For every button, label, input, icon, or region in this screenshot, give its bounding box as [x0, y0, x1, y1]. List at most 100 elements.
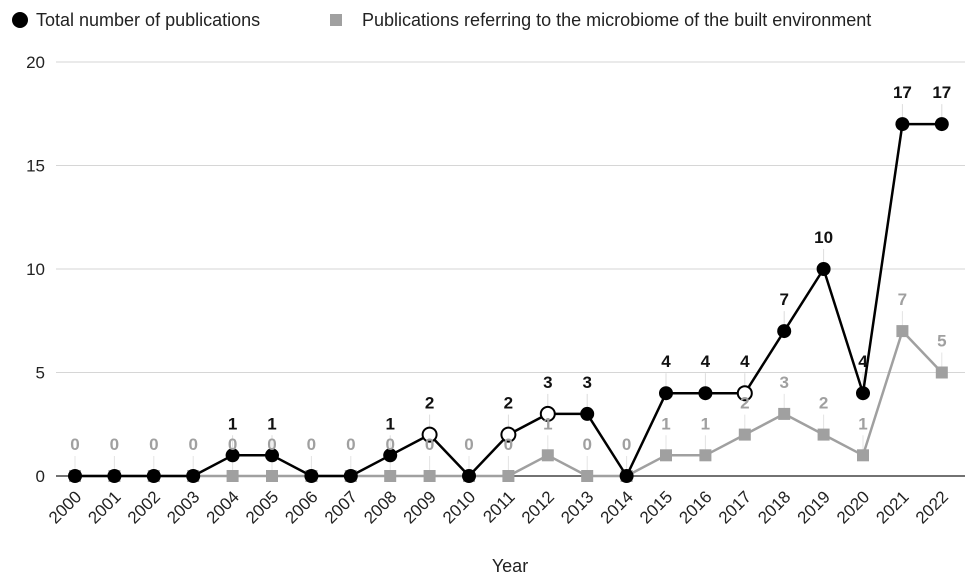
data-label-total: 1: [385, 414, 394, 433]
data-label-total: 17: [932, 83, 951, 102]
data-label-built-environment: 0: [425, 435, 434, 454]
data-point-built-environment: [935, 366, 948, 379]
data-label-built-environment: 0: [504, 435, 513, 454]
data-label-built-environment: 7: [898, 290, 907, 309]
data-label-total: 3: [582, 373, 591, 392]
x-tick-label: 2006: [281, 487, 321, 527]
x-tick-label: 2000: [45, 487, 85, 527]
y-tick-label: 20: [26, 53, 45, 72]
data-label-total: 17: [893, 83, 912, 102]
data-point-total: [659, 386, 673, 401]
data-point-total: [265, 448, 279, 463]
x-tick-label: 2018: [754, 487, 794, 527]
x-tick-label: 2013: [557, 487, 597, 527]
data-point-built-environment: [738, 428, 751, 441]
data-label-built-environment: 0: [582, 435, 591, 454]
data-label-built-environment: 0: [70, 435, 79, 454]
data-point-built-environment: [660, 449, 672, 462]
data-label-built-environment: 1: [661, 414, 670, 433]
data-point-total: [225, 448, 240, 463]
label-guides: [74, 104, 943, 476]
data-point-built-environment: [699, 449, 712, 462]
data-point-built-environment: [817, 428, 830, 441]
data-point-total: [895, 117, 910, 132]
data-point-total: [146, 469, 161, 483]
data-point-total: [186, 469, 201, 483]
data-label-built-environment: 0: [110, 435, 119, 454]
x-tick-label: 2008: [360, 487, 400, 527]
data-label-total: 2: [425, 394, 434, 413]
data-label-total: 4: [858, 352, 868, 371]
data-label-built-environment: 5: [937, 332, 946, 351]
x-axis-title: Year: [492, 556, 528, 576]
legend: Total number of publications Publication…: [12, 10, 871, 30]
data-point-built-environment: [857, 449, 869, 462]
data-point-built-environment: [896, 325, 909, 338]
data-label-built-environment: 0: [385, 435, 394, 454]
data-point-built-environment: [581, 470, 594, 482]
x-tick-label: 2019: [794, 487, 834, 527]
data-point-built-environment: [541, 449, 554, 462]
data-label-total: 1: [267, 414, 276, 433]
x-tick-label: 2015: [636, 487, 676, 527]
x-tick-label: 2007: [321, 487, 361, 527]
data-label-built-environment: 0: [149, 435, 158, 454]
data-label-built-environment: 0: [307, 435, 316, 454]
data-point-total: [698, 386, 713, 401]
x-axis-ticks: 2000 2001 2002 2003 2004 2005 2006 2007 2008 2009…: [45, 487, 952, 527]
legend-marker-total: [12, 12, 28, 28]
data-point-built-environment: [778, 407, 791, 420]
data-point-total: [777, 324, 792, 339]
x-tick-label: 2016: [675, 487, 715, 527]
data-point-total: [580, 406, 595, 421]
data-label-total: 4: [701, 352, 711, 371]
data-label-built-environment: 3: [779, 373, 788, 392]
data-label-total: 2: [504, 394, 513, 413]
data-point-total: [421, 426, 438, 443]
x-tick-label: 2005: [242, 487, 282, 527]
x-tick-label: 2012: [518, 487, 558, 527]
x-tick-label: 2011: [479, 487, 518, 526]
data-label-built-environment: 0: [188, 435, 197, 454]
data-point-built-environment: [502, 470, 515, 482]
x-tick-label: 2002: [124, 487, 164, 527]
data-label-built-environment: 1: [858, 414, 867, 433]
y-tick-label: 10: [26, 260, 45, 279]
y-tick-label: 0: [36, 467, 45, 486]
data-point-total: [816, 262, 831, 276]
data-label-built-environment: 2: [819, 394, 828, 413]
data-point-total: [856, 386, 870, 401]
x-tick-label: 2001: [84, 487, 124, 527]
data-label-total: 4: [661, 352, 671, 371]
x-tick-label: 2020: [833, 487, 873, 527]
data-label-total: 4: [740, 352, 750, 371]
x-tick-label: 2004: [203, 487, 243, 527]
data-point-built-environment: [266, 470, 278, 482]
data-point-total: [343, 469, 358, 483]
legend-label-built-environment: Publications referring to the microbiome…: [362, 10, 871, 30]
data-label-built-environment: 0: [464, 435, 473, 454]
data-point-built-environment: [384, 470, 397, 482]
data-point-total: [383, 448, 398, 463]
legend-label-total: Total number of publications: [36, 10, 260, 30]
data-label-built-environment: 0: [622, 435, 631, 454]
data-point-built-environment: [423, 470, 436, 482]
y-tick-label: 15: [26, 157, 45, 176]
y-axis-ticks: 0 5 10 15 20: [26, 53, 45, 486]
x-tick-label: 2010: [439, 487, 479, 527]
data-point-total: [619, 469, 634, 483]
data-labels-built-environment: 0 0 0 0 0 0 0 0 0 0 0 0 1 0 0 1 1 2 3 2 1 7 5: [70, 290, 946, 454]
x-tick-label: 2014: [597, 487, 637, 527]
data-point-total: [304, 469, 319, 483]
data-label-total: 10: [814, 228, 833, 247]
data-label-total: 7: [779, 290, 788, 309]
data-label-built-environment: 0: [267, 435, 276, 454]
series-total: [68, 117, 949, 483]
data-point-total: [107, 469, 122, 483]
x-tick-label: 2021: [872, 487, 912, 527]
x-tick-label: 2022: [912, 487, 952, 527]
data-label-built-environment: 0: [228, 435, 237, 454]
